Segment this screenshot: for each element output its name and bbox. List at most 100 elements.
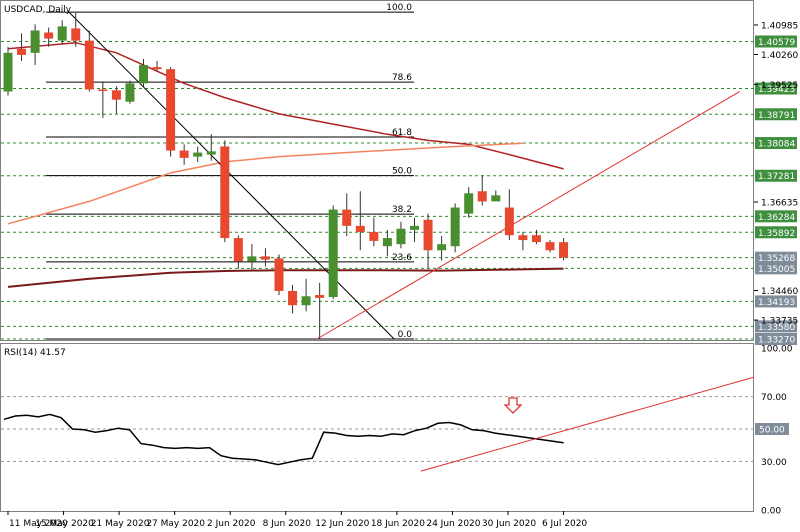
candle-body-9	[125, 83, 135, 102]
fib-label-5: 23.6	[392, 253, 412, 263]
candle-body-6	[84, 40, 94, 90]
rsi-tick-label-1: 70.00	[761, 393, 787, 403]
candle-body-32	[437, 244, 447, 251]
level-badge-label-0: 1.40579	[758, 38, 795, 48]
date-label-1: 15 May 2020	[35, 519, 94, 529]
fib-label-4: 38.2	[392, 205, 412, 215]
level-badge-label-3: 1.38084	[758, 140, 795, 150]
date-label-0: 11 May 2020	[9, 519, 68, 529]
fib-label-3: 50.0	[392, 167, 412, 177]
candle-body-0	[3, 52, 13, 92]
candle-body-10	[139, 65, 148, 84]
candle-body-28	[382, 238, 392, 247]
price-panel-frame	[0, 0, 754, 341]
candle-body-26	[355, 225, 365, 232]
candle-body-29	[396, 228, 406, 245]
candle-body-40	[545, 242, 555, 251]
rsi-tick-label-2: 30.00	[761, 458, 787, 468]
candle-body-1	[17, 48, 27, 55]
rsi-trendline	[420, 376, 755, 472]
level-badge-8	[755, 262, 797, 275]
fib-label-1: 78.6	[392, 73, 412, 83]
price-axis: 1.40579 1.39423 1.38791 1.38084 1.37281 1.362…	[754, 21, 798, 346]
date-label-3: 27 May 2020	[146, 519, 205, 529]
candle-body-33	[450, 207, 460, 247]
candle-body-16	[220, 146, 230, 239]
candle-body-3	[44, 32, 54, 39]
level-badge-3	[755, 137, 797, 150]
level-badge-label-9: 1.34193	[758, 298, 795, 308]
level-badge-4	[755, 169, 797, 182]
level-badge-6	[755, 226, 797, 239]
level-badge-label-7: 1.35268	[758, 254, 795, 264]
level-badge-label-10: 1.33580	[758, 323, 795, 333]
level-badge-label-11: 1.33270	[758, 336, 795, 346]
candle-body-23	[315, 295, 325, 298]
price-tick-label-4: 1.34460	[761, 287, 798, 297]
chart-title: USDCAD, Daily	[4, 5, 72, 15]
price-tick-label-0: 1.40985	[761, 21, 798, 31]
candle-body-36	[491, 195, 501, 202]
level-badge-label-6: 1.35892	[758, 229, 795, 239]
candle-body-20	[274, 258, 284, 291]
moving-average-2	[7, 267, 564, 288]
level-badge-11	[755, 333, 797, 345]
date-label-4: 2 Jun 2020	[207, 519, 256, 529]
date-label-10: 6 Jul 2020	[542, 519, 587, 529]
trendlines	[68, 11, 740, 340]
candle-body-19	[260, 256, 270, 260]
price-tick-label-5: 1.33735	[761, 317, 798, 327]
candle-body-41	[559, 242, 569, 258]
rsi-tick-label-0: 100.00	[761, 345, 793, 355]
candle-body-15	[206, 151, 216, 155]
horizontal-levels	[1, 40, 754, 340]
candle-body-11	[152, 67, 162, 70]
level-badge-label-5: 1.36284	[758, 213, 795, 223]
rsi-panel-frame	[0, 343, 754, 512]
candle-body-12	[166, 69, 176, 151]
level-badge-label-2: 1.38791	[758, 111, 795, 121]
date-label-7: 18 Jun 2020	[371, 519, 425, 529]
trendline-0	[68, 11, 395, 340]
date-label-2: 21 May 2020	[91, 519, 150, 529]
candle-body-30	[410, 225, 419, 230]
level-badge-label-4: 1.37281	[758, 172, 795, 182]
moving-average-0	[7, 41, 564, 170]
level-badge-5	[755, 210, 797, 223]
level-badge-9	[755, 295, 797, 308]
candle-body-34	[464, 193, 474, 214]
price-tick-label-3: 1.36635	[761, 199, 798, 209]
arrow-down-icon	[503, 397, 523, 414]
date-label-6: 12 Jun 2020	[315, 519, 369, 529]
trendline-1	[316, 91, 740, 340]
candle-body-21	[288, 290, 298, 306]
candle-body-39	[531, 235, 541, 243]
level-badge-label-8: 1.35005	[758, 265, 795, 275]
date-label-9: 30 Jun 2020	[482, 519, 536, 529]
price-tick-label-2: 1.39525	[761, 81, 798, 91]
level-badge-7	[755, 251, 797, 264]
candle-body-38	[518, 235, 528, 241]
date-label-5: 8 Jun 2020	[263, 519, 312, 529]
candle-body-25	[342, 209, 352, 226]
candle-body-5	[71, 28, 81, 41]
candlesticks	[3, 12, 569, 339]
fib-label-6: 0.0	[398, 330, 413, 340]
price-tick-label-1: 1.40260	[761, 51, 798, 61]
candle-body-37	[504, 207, 514, 236]
candle-body-7	[98, 89, 108, 91]
fibonacci-retracement: 100.0 78.6 61.8 50.0 38.2 23.6 0.0	[46, 3, 414, 340]
candle-body-8	[111, 90, 121, 100]
rsi-indicator: 100.00 70.00 30.00 0.00 50.00	[1, 345, 793, 517]
level-badge-2	[755, 108, 797, 121]
rsi-badge-label: 50.00	[759, 426, 785, 436]
rsi-label: RSI(14) 41.57	[4, 348, 66, 358]
rsi-badge	[755, 423, 789, 435]
level-badge-1	[755, 82, 797, 95]
level-badge-10	[755, 320, 797, 333]
candle-body-2	[30, 30, 40, 53]
candle-body-13	[179, 150, 189, 158]
date-label-8: 24 Jun 2020	[426, 519, 480, 529]
candle-body-4	[57, 26, 67, 41]
